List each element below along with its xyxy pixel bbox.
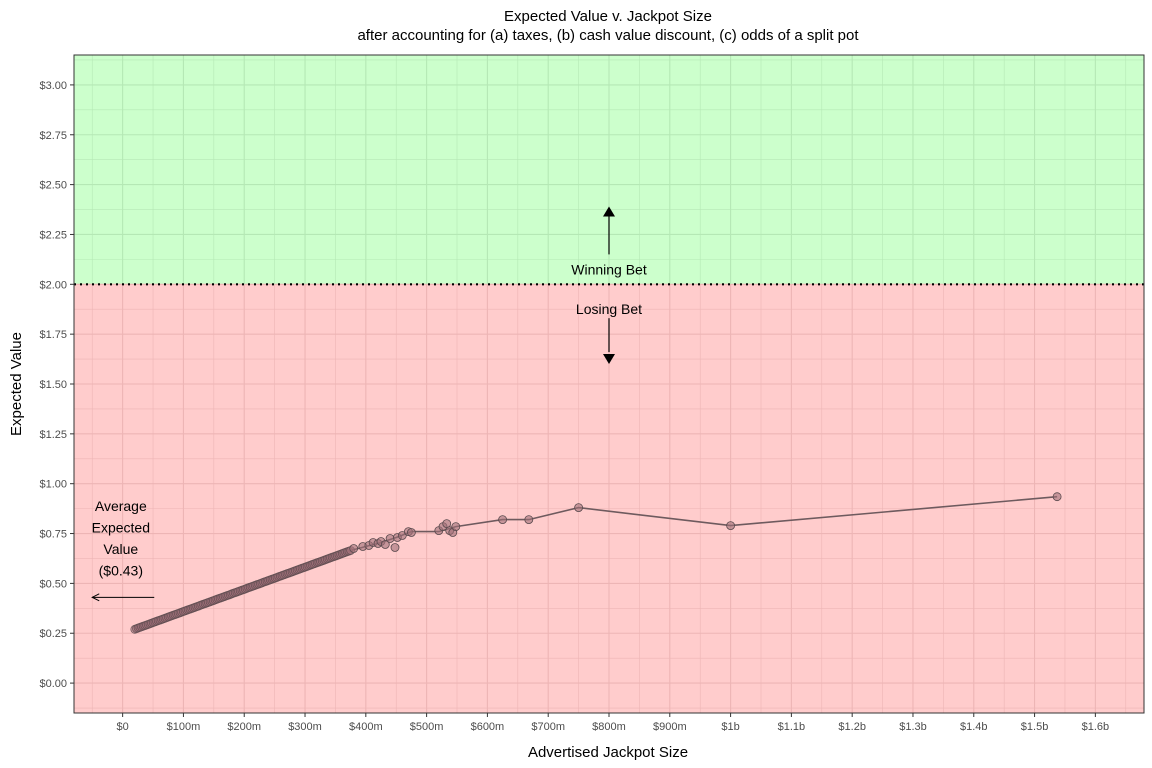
y-tick-label: $2.50 bbox=[39, 180, 67, 192]
y-tick-label: $1.00 bbox=[39, 479, 67, 491]
y-tick-label: $1.75 bbox=[39, 329, 67, 341]
average-label-line: ($0.43) bbox=[99, 563, 143, 579]
data-point bbox=[726, 521, 735, 530]
left-arrow-icon bbox=[91, 593, 100, 602]
y-axis: $0.00 $0.25 $0.50 $0.75 $1.00 $1.25 $1.50 $1.75… bbox=[39, 80, 74, 690]
x-tick-label: $1.1b bbox=[778, 721, 806, 733]
x-tick-label: $1.5b bbox=[1021, 721, 1049, 733]
data-point bbox=[380, 540, 390, 549]
y-tick-label: $0.00 bbox=[39, 678, 67, 690]
x-tick-label: $800m bbox=[592, 721, 626, 733]
data-point bbox=[498, 515, 508, 524]
data-point bbox=[1052, 492, 1062, 502]
x-tick-label: $1b bbox=[721, 721, 739, 733]
winning-bet-label: Winning Bet bbox=[571, 261, 647, 277]
x-tick-label: $500m bbox=[410, 721, 444, 733]
x-tick-label: $200m bbox=[227, 721, 261, 733]
x-tick-label: $1.3b bbox=[899, 721, 927, 733]
y-tick-label: $1.50 bbox=[39, 379, 67, 391]
data-layer bbox=[130, 492, 1062, 634]
x-tick-label: $900m bbox=[653, 721, 687, 733]
chart-subtitle: after accounting for (a) taxes, (b) cash… bbox=[357, 27, 859, 44]
y-tick-label: $0.75 bbox=[39, 529, 67, 541]
x-tick-label: $1.6b bbox=[1082, 721, 1110, 733]
x-tick-label: $700m bbox=[531, 721, 565, 733]
y-tick-label: $2.25 bbox=[39, 229, 67, 241]
x-tick-label: $1.2b bbox=[838, 721, 866, 733]
losing-bet-label: Losing Bet bbox=[576, 301, 642, 317]
y-tick-label: $2.00 bbox=[39, 279, 67, 291]
x-axis-title: Advertised Jackpot Size bbox=[528, 744, 688, 761]
x-axis: $0 $100m $200m $300m $400m $500m $600m $700m $80… bbox=[117, 713, 1110, 733]
data-point bbox=[574, 503, 583, 513]
x-tick-label: $400m bbox=[349, 721, 383, 733]
losing-arrow-icon bbox=[603, 354, 615, 365]
y-axis-title: Expected Value bbox=[8, 332, 25, 436]
data-point bbox=[390, 543, 400, 552]
data-point bbox=[397, 531, 407, 540]
data-point bbox=[524, 515, 534, 524]
data-point bbox=[406, 528, 416, 537]
average-label-line: Expected bbox=[92, 520, 150, 536]
y-tick-label: $3.00 bbox=[39, 80, 67, 92]
chart-title: Expected Value v. Jackpot Size bbox=[504, 8, 712, 25]
x-tick-label: $300m bbox=[288, 721, 322, 733]
average-label-line: Value bbox=[103, 541, 138, 557]
average-label-line: Average bbox=[95, 498, 147, 514]
data-point bbox=[349, 544, 359, 553]
data-point bbox=[451, 522, 461, 531]
y-tick-label: $1.25 bbox=[39, 429, 67, 441]
y-tick-label: $2.75 bbox=[39, 130, 67, 142]
x-tick-label: $0 bbox=[117, 721, 129, 733]
x-tick-label: $100m bbox=[167, 721, 201, 733]
x-tick-label: $1.4b bbox=[960, 721, 988, 733]
data-point bbox=[385, 534, 395, 543]
winning-arrow-icon bbox=[603, 206, 615, 217]
x-tick-label: $600m bbox=[471, 721, 505, 733]
y-tick-label: $0.50 bbox=[39, 578, 67, 590]
annotations: Winning Bet Losing Bet Average Expected Valu… bbox=[91, 206, 647, 602]
y-tick-label: $0.25 bbox=[39, 628, 67, 640]
